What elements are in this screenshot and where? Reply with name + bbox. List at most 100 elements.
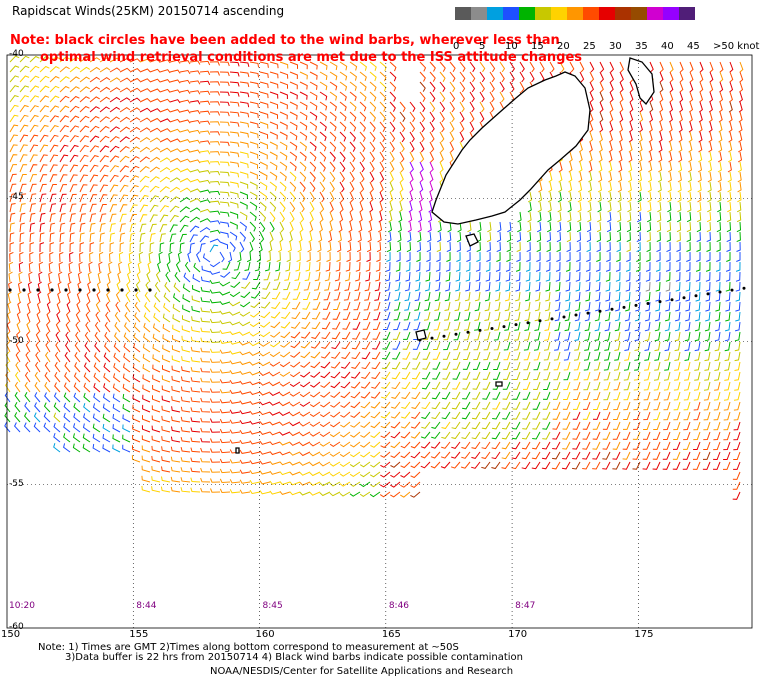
wind-barb: [69, 213, 76, 223]
wind-barb: [718, 101, 723, 113]
wind-barb: [484, 321, 491, 331]
wind-barb: [146, 271, 151, 283]
wind-barb: [9, 164, 17, 173]
wind-barb: [268, 241, 273, 253]
wind-barb: [143, 312, 151, 323]
wind-barb: [83, 403, 91, 413]
wind-barb: [614, 351, 621, 361]
wind-barb: [63, 412, 71, 423]
wind-barb: [449, 111, 455, 123]
wind-barb: [165, 271, 171, 283]
wind-barb: [259, 440, 271, 445]
wind-barb: [646, 211, 652, 223]
wind-barb: [694, 341, 701, 352]
wind-barb: [602, 461, 611, 470]
wind-barb: [299, 111, 308, 121]
wind-barb: [219, 61, 230, 67]
wind-barb: [28, 271, 33, 283]
wind-barb: [728, 91, 733, 103]
wind-barb: [625, 271, 631, 282]
wind-barb: [179, 224, 189, 233]
wind-barb: [229, 419, 241, 424]
wind-barb: [706, 221, 712, 233]
wind-barb: [189, 100, 201, 105]
wind-barb: [524, 311, 531, 322]
wind-barb: [129, 117, 141, 123]
wind-barb: [339, 471, 351, 477]
wind-barb: [127, 271, 132, 283]
wind-barb: [739, 61, 744, 73]
wind-barb: [625, 291, 631, 302]
wind-barb: [259, 61, 269, 68]
wind-barb: [369, 91, 377, 102]
wind-barb: [693, 411, 701, 421]
wind-barb: [598, 141, 603, 153]
wind-barb: [134, 301, 141, 313]
wind-barb: [439, 91, 446, 103]
wind-barb: [250, 311, 261, 318]
wind-barb: [309, 451, 321, 457]
wind-barb: [44, 382, 51, 393]
wind-barb: [497, 221, 502, 233]
wind-barb: [419, 181, 424, 193]
wind-barb: [654, 321, 661, 332]
wind-barb: [139, 194, 149, 203]
wind-barb: [481, 421, 491, 430]
wind-barb: [129, 77, 141, 83]
wind-barb: [465, 281, 471, 292]
wind-barb: [519, 61, 525, 73]
wind-barb: [49, 75, 60, 83]
wind-barb: [299, 91, 308, 100]
wind-barb: [653, 431, 661, 440]
wind-barb: [151, 476, 161, 483]
wind-barb: [414, 291, 421, 302]
wind-barb: [491, 431, 501, 440]
wind-barb: [289, 91, 298, 100]
wind-barb: [694, 351, 701, 361]
wind-barb: [109, 57, 121, 63]
wind-barb: [405, 261, 411, 272]
wind-barb: [189, 149, 201, 154]
wind-barb: [582, 441, 591, 450]
wind-barb: [653, 371, 661, 381]
wind-barb: [715, 271, 721, 282]
wind-barb: [350, 431, 361, 438]
wind-barb: [277, 241, 283, 253]
wind-barb: [735, 301, 741, 312]
wind-barb: [727, 181, 732, 193]
wind-barb: [239, 361, 251, 366]
wind-barb: [67, 281, 72, 293]
wind-barb: [209, 200, 221, 206]
wind-barb: [379, 101, 386, 112]
wind-barb: [719, 71, 724, 83]
wind-barb: [339, 111, 347, 122]
wind-barb: [443, 331, 451, 341]
wind-barb: [371, 361, 381, 370]
wind-barb: [199, 179, 211, 184]
wind-barb: [299, 381, 311, 388]
wind-barb: [725, 261, 731, 272]
wind-barb: [599, 71, 604, 83]
wind-barb: [476, 231, 482, 243]
wind-barb: [49, 134, 59, 143]
wind-barb: [46, 311, 51, 323]
wind-barb: [56, 301, 61, 313]
wind-barb: [698, 151, 703, 163]
wind-barb: [738, 111, 743, 123]
wind-barb: [103, 362, 111, 373]
wind-barb: [716, 211, 722, 223]
wind-barb: [574, 341, 581, 351]
wind-barb: [728, 111, 733, 123]
wind-barb: [672, 451, 681, 460]
wind-barb: [249, 410, 261, 415]
wind-barb: [462, 371, 471, 380]
wind-barb: [439, 81, 446, 93]
wind-barb: [515, 261, 521, 272]
wind-barb: [596, 251, 601, 262]
wind-barb: [299, 181, 306, 192]
wind-barb: [82, 443, 91, 453]
wind-barb: [319, 101, 328, 111]
wind-barb: [687, 171, 692, 183]
wind-barb: [461, 431, 471, 440]
wind-barb: [563, 371, 571, 381]
